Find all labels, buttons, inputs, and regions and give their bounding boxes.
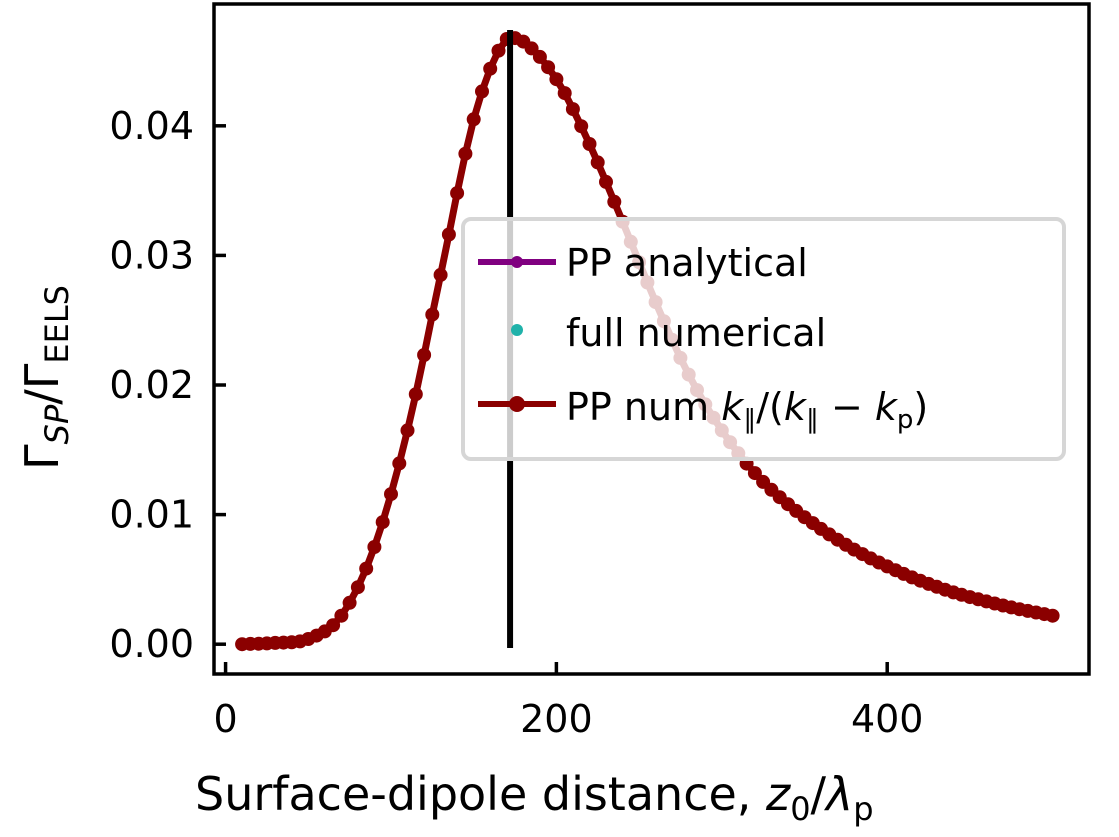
x-axis-label-var: z xyxy=(765,767,791,821)
series-2-point xyxy=(425,307,440,322)
series-2-point xyxy=(375,515,390,530)
series-2-point xyxy=(408,387,423,402)
series-2-point xyxy=(392,456,407,471)
series-2-point xyxy=(549,72,564,87)
series-2-point xyxy=(590,155,605,170)
series-2-point xyxy=(384,487,398,502)
legend-box xyxy=(461,217,1066,461)
legend-full-numerical-swatch-marker xyxy=(511,324,523,336)
x-axis-label-sub0: 0 xyxy=(790,790,810,828)
series-2-point xyxy=(532,49,547,64)
legend-full-numerical-label: full numerical xyxy=(566,311,826,355)
series-2-point xyxy=(1045,608,1060,623)
ticks-layer: 0 200 400 0.00 0.01 0.02 0.03 0.04 xyxy=(109,104,923,741)
y-tick-label: 0.00 xyxy=(109,622,194,666)
x-axis-label-main: Surface-dipole distance, xyxy=(195,767,766,821)
y-axis-label-gamma1: Γ xyxy=(15,444,69,470)
series-2-point xyxy=(582,137,597,151)
y-tick-label: 0.03 xyxy=(109,233,194,277)
series-2-point xyxy=(417,348,432,362)
series-2-point xyxy=(400,423,415,438)
series-2-point xyxy=(450,186,465,201)
legend: PP analytical full numerical PP num k∥/(… xyxy=(461,217,1066,461)
legend-pp-analytical-label: PP analytical xyxy=(566,241,808,285)
series-2-point xyxy=(747,466,762,481)
series-2-point xyxy=(466,112,481,127)
series-2-point xyxy=(326,618,341,633)
series-2-point xyxy=(359,561,374,576)
series-2-point xyxy=(334,608,349,623)
series-2-point xyxy=(599,174,613,189)
y-tick-label: 0.04 xyxy=(109,104,194,148)
x-axis-label-subp: p xyxy=(853,790,873,828)
series-2-point xyxy=(475,84,489,99)
series-2-point xyxy=(491,43,506,58)
legend-pp-analytical-swatch-marker xyxy=(511,256,523,268)
series-2-point xyxy=(441,227,456,242)
y-tick-label: 0.01 xyxy=(109,493,194,537)
plot-frame xyxy=(212,2,1091,676)
series-2-point xyxy=(541,60,556,75)
series-2-point xyxy=(565,102,580,117)
legend-pp-num-label: PP num k∥/(k∥ − kp) xyxy=(566,385,928,435)
series-2-point xyxy=(433,267,448,282)
legend-pp-num-swatch-marker xyxy=(509,396,525,412)
y-tick-label: 0.02 xyxy=(109,363,194,407)
series-2-point xyxy=(557,86,572,101)
series-2-point xyxy=(367,540,382,554)
x-axis-label: Surface-dipole distance, z0/λp xyxy=(195,767,874,828)
y-axis-label: ΓSP/ΓEELS xyxy=(15,285,76,470)
y-axis-label-sub2: EELS xyxy=(38,285,76,364)
x-tick-label: 0 xyxy=(213,697,237,741)
legend-pp-num-name: PP num xyxy=(566,385,709,429)
y-axis-label-slash: / xyxy=(15,389,69,405)
x-axis-label-lambda: λ xyxy=(823,767,853,821)
y-axis-label-gamma2: Γ xyxy=(15,363,69,389)
x-axis-label-slash: / xyxy=(811,767,827,821)
series-2-point xyxy=(483,61,498,76)
series-2-point xyxy=(458,146,473,161)
series-2-point xyxy=(342,595,357,610)
x-tick-label: 400 xyxy=(851,697,924,741)
series-2-point xyxy=(574,119,589,134)
y-axis-label-sub1: SP xyxy=(38,404,76,444)
series-2-point xyxy=(350,580,365,595)
series-2-point xyxy=(607,194,622,209)
x-tick-label: 200 xyxy=(520,697,593,741)
